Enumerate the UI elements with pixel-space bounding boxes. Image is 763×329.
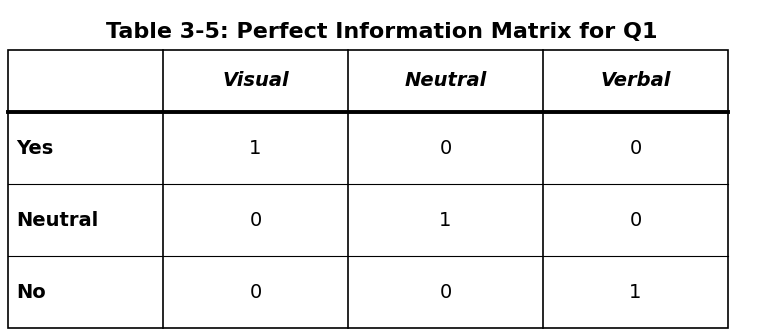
Text: 0: 0 [250,283,262,301]
Text: Visual: Visual [222,71,289,90]
Text: Yes: Yes [16,139,53,158]
Text: 0: 0 [629,139,642,158]
Text: 1: 1 [629,283,642,301]
Text: 0: 0 [439,139,452,158]
Text: No: No [16,283,46,301]
Text: Table 3-5: Perfect Information Matrix for Q1: Table 3-5: Perfect Information Matrix fo… [106,22,657,42]
Text: Neutral: Neutral [404,71,487,90]
Text: 0: 0 [629,211,642,230]
Text: 1: 1 [439,211,452,230]
Text: 0: 0 [250,211,262,230]
Text: 0: 0 [439,283,452,301]
Text: Neutral: Neutral [16,211,98,230]
Text: 1: 1 [250,139,262,158]
Text: Verbal: Verbal [600,71,671,90]
Bar [8,50,728,328]
